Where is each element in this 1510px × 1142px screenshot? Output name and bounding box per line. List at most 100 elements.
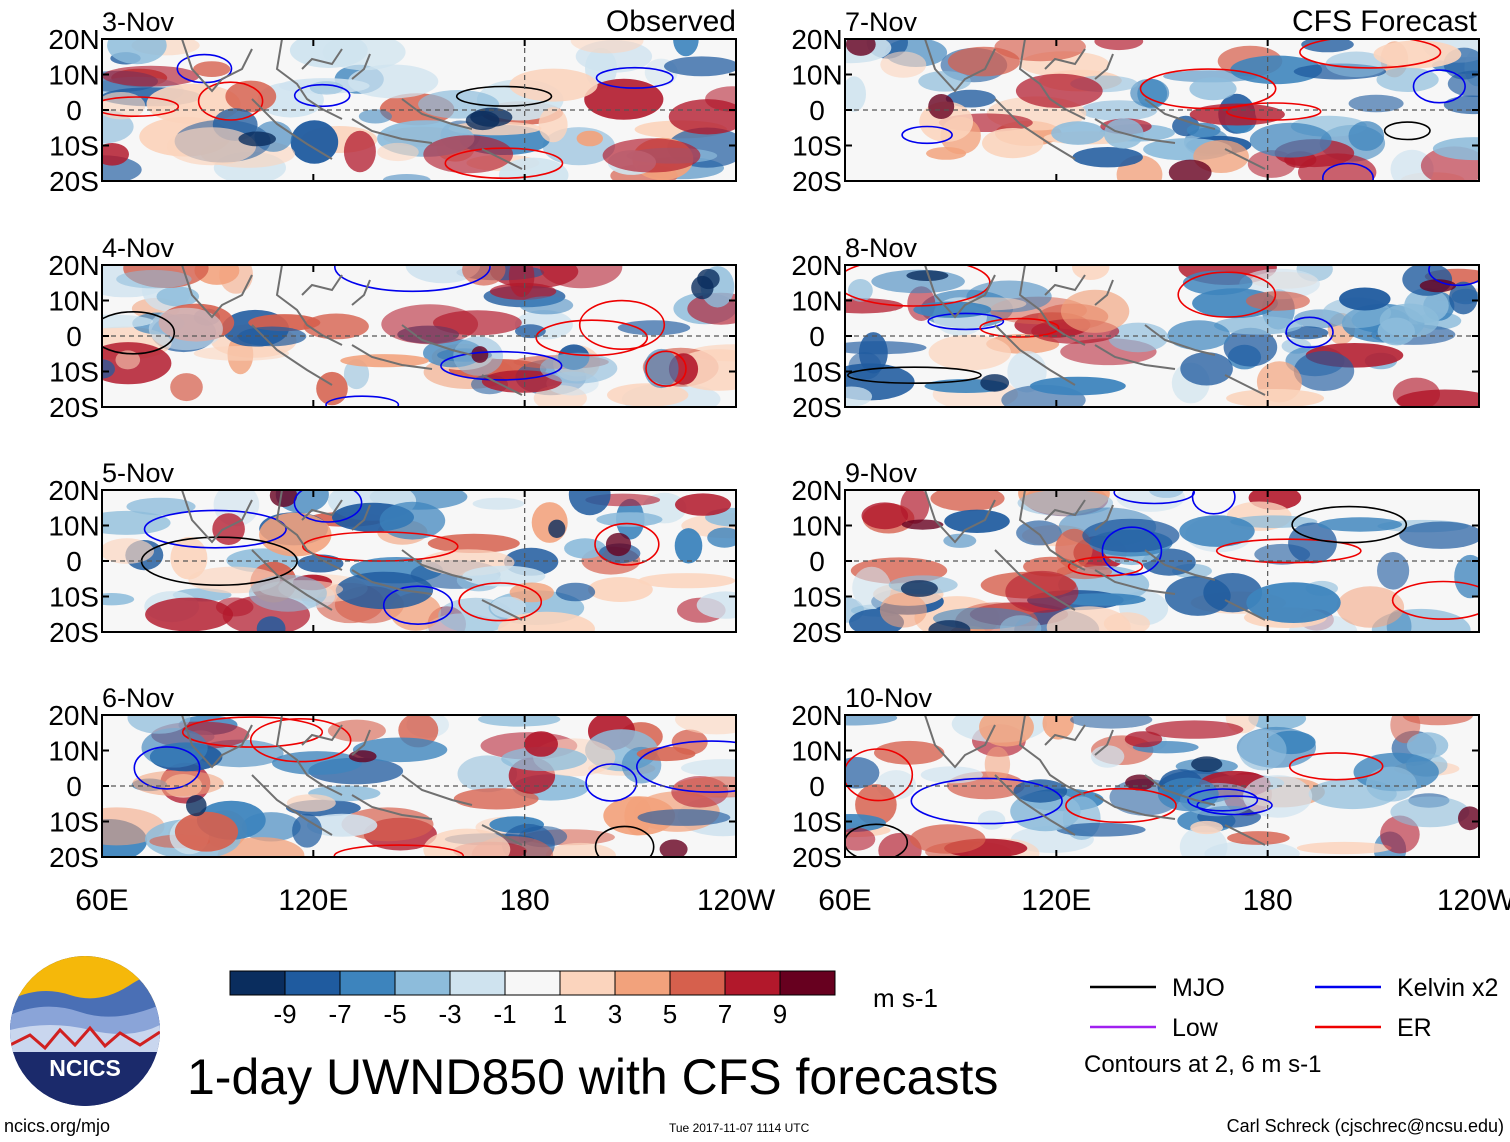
wave-contour (594, 825, 655, 857)
wind-anomaly-patch (457, 755, 518, 793)
wind-anomaly-patch (1137, 79, 1168, 109)
wave-contour (1285, 316, 1334, 349)
wind-anomaly-patch (1182, 270, 1253, 296)
wind-anomaly-patch (1186, 122, 1221, 138)
wind-anomaly-patch (1248, 715, 1307, 730)
wind-anomaly-patch (1060, 289, 1130, 333)
wind-anomaly-patch (1249, 122, 1332, 158)
coastline (181, 490, 523, 621)
wave-contour (1291, 505, 1408, 544)
wind-anomaly-patch (423, 135, 514, 174)
wind-anomaly-core (659, 839, 688, 857)
wind-anomaly-patch (348, 64, 439, 99)
wind-anomaly-patch (977, 810, 1006, 830)
wind-anomaly-patch (515, 324, 546, 339)
wind-anomaly-patch (309, 81, 344, 95)
wave-contour (102, 311, 176, 355)
wave-contour (535, 319, 649, 357)
wave-contour (1383, 121, 1431, 141)
lat-label: 10S (49, 131, 99, 162)
wind-anomaly-patch (568, 490, 611, 516)
colorbar-tick: -9 (273, 999, 296, 1029)
wind-anomaly-patch (637, 809, 731, 826)
wave-contour (143, 509, 287, 549)
wave-contour (1215, 538, 1362, 564)
colorbar-swatch (394, 970, 451, 996)
wind-anomaly-patch (1163, 70, 1258, 83)
wind-anomaly-patch (664, 56, 736, 77)
lat-label: 20S (792, 392, 842, 423)
lat-label: 0 (809, 95, 825, 126)
wind-anomaly-patch (1189, 77, 1237, 101)
wind-anomaly-patch (1180, 352, 1233, 386)
wind-anomaly-patch (107, 39, 167, 65)
wind-anomaly-patch (1013, 779, 1068, 803)
wind-anomaly-patch (880, 51, 927, 78)
lat-label: 10N (791, 736, 842, 767)
wind-anomaly-patch (845, 76, 866, 112)
wind-anomaly-patch (845, 715, 898, 726)
colorbar-tick: 5 (663, 999, 677, 1029)
wind-anomaly-patch (462, 265, 506, 286)
wave-contour (249, 718, 352, 763)
colorbar-swatch (449, 970, 506, 996)
wind-anomaly-core (605, 532, 632, 557)
lat-label: 0 (809, 546, 825, 577)
coastline (181, 715, 523, 846)
wind-anomaly-patch (1373, 40, 1462, 69)
colorbar-tick: 3 (608, 999, 622, 1029)
wind-anomaly-patch (490, 596, 527, 618)
wave-contour (197, 81, 264, 121)
wind-anomaly-patch (1214, 316, 1303, 335)
wind-anomaly-patch (1015, 73, 1103, 108)
wind-anomaly-patch (602, 138, 701, 173)
colorbar-tick: 1 (553, 999, 567, 1029)
wind-anomaly-patch (116, 270, 192, 289)
wind-anomaly-patch (538, 107, 568, 143)
wave-contour (979, 317, 1060, 338)
lon-label: 120W (697, 884, 776, 917)
wave-contour (578, 299, 666, 351)
lat-label: 0 (809, 321, 825, 352)
wind-anomaly-patch (636, 746, 696, 762)
coastline (924, 39, 1266, 170)
colorbar-swatch (779, 970, 836, 996)
wind-anomaly-patch (845, 386, 873, 407)
wave-contour (293, 83, 351, 108)
wind-anomaly-core (465, 110, 500, 131)
wind-anomaly-patch (427, 533, 520, 553)
wind-anomaly-patch (219, 265, 253, 294)
wind-anomaly-patch (343, 130, 376, 173)
lat-label: 10S (49, 807, 99, 838)
wind-anomaly-patch (170, 373, 203, 402)
wind-anomaly-patch (102, 593, 135, 606)
wave-contour (927, 312, 1005, 331)
wind-anomaly-patch (1072, 265, 1110, 280)
lat-label: 10N (791, 60, 842, 91)
wave-contour (594, 522, 660, 566)
wind-anomaly-patch (1296, 841, 1392, 855)
wind-anomaly-patch (900, 490, 930, 524)
site-url[interactable]: ncics.org/mjo (4, 1116, 111, 1136)
wind-anomaly-patch (1339, 287, 1391, 311)
wind-anomaly-patch (379, 501, 446, 540)
wind-anomaly-patch (1204, 840, 1300, 857)
wind-anomaly-patch (272, 751, 362, 775)
wind-anomaly-patch (845, 757, 880, 789)
lat-label: 10N (48, 736, 99, 767)
wind-anomaly-patch (539, 265, 623, 289)
wind-anomaly-patch (156, 286, 200, 307)
wind-anomaly-patch (524, 731, 558, 757)
wind-anomaly-core (900, 580, 938, 597)
wind-anomaly-patch (102, 359, 115, 379)
lat-label: 0 (809, 771, 825, 802)
wave-contour (1113, 490, 1195, 505)
column-title-forecast: CFS Forecast (1292, 5, 1478, 38)
wave-contour (845, 748, 914, 802)
legend: MJO Kelvin x2 Low ER (1090, 974, 1498, 1042)
wind-anomaly-patch (478, 715, 561, 727)
lat-label: 20S (49, 166, 99, 197)
column-title-observed: Observed (606, 5, 736, 38)
